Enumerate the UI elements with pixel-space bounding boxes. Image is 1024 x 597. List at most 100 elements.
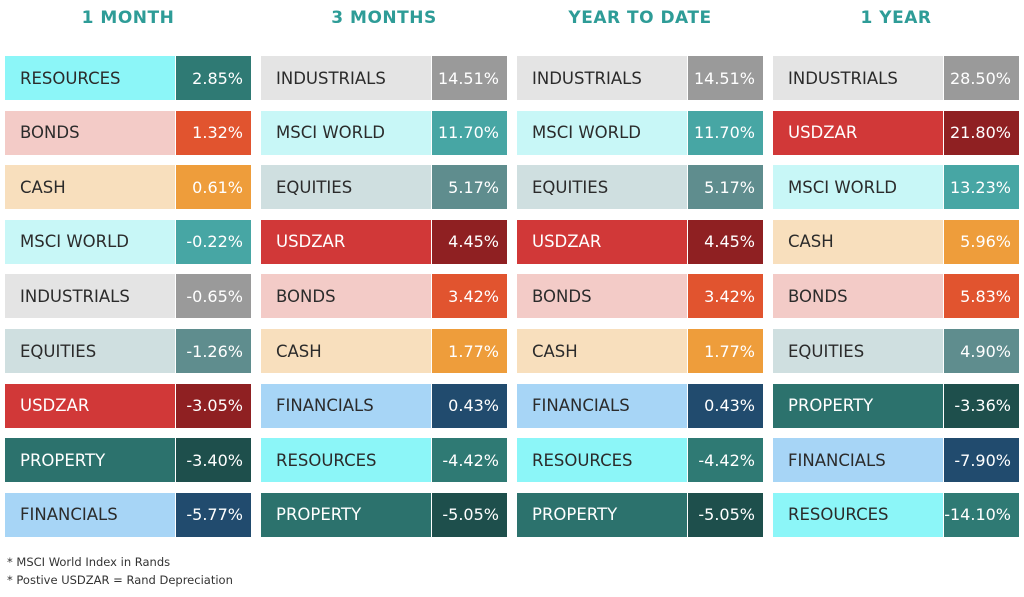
table-row: FINANCIALS 0.43% xyxy=(517,383,763,428)
return-value: -3.05% xyxy=(176,383,251,428)
asset-label: USDZAR xyxy=(5,383,175,428)
return-value: 14.51% xyxy=(688,56,763,100)
table-row: FINANCIALS -7.90% xyxy=(773,438,1019,483)
asset-label: MSCI WORLD xyxy=(517,110,687,155)
asset-label: BONDS xyxy=(5,110,175,155)
column-title: YEAR TO DATE xyxy=(568,8,712,28)
asset-label: BONDS xyxy=(261,274,431,319)
column-title: 1 YEAR xyxy=(860,8,932,28)
table-row: CASH 1.77% xyxy=(517,329,763,373)
return-value: 1.32% xyxy=(176,110,251,155)
table-row: RESOURCES -4.42% xyxy=(261,438,507,483)
table-row: RESOURCES -4.42% xyxy=(517,438,763,483)
asset-label: MSCI WORLD xyxy=(5,219,175,264)
asset-label: RESOURCES xyxy=(773,492,943,537)
asset-label: USDZAR xyxy=(517,219,687,264)
asset-label: INDUSTRIALS xyxy=(261,56,431,100)
table-row: PROPERTY -5.05% xyxy=(261,492,507,537)
asset-label: BONDS xyxy=(773,274,943,319)
table-row: INDUSTRIALS 14.51% xyxy=(261,56,507,100)
table-row: INDUSTRIALS -0.65% xyxy=(5,274,251,319)
asset-label: CASH xyxy=(5,165,175,210)
asset-label: USDZAR xyxy=(261,219,431,264)
table-row: USDZAR 4.45% xyxy=(517,219,763,264)
asset-label: CASH xyxy=(261,329,431,373)
asset-label: INDUSTRIALS xyxy=(517,56,687,100)
return-value: 5.17% xyxy=(688,165,763,210)
asset-label: RESOURCES xyxy=(517,438,687,483)
table-row: EQUITIES -1.26% xyxy=(5,329,251,373)
column-title: 1 MONTH xyxy=(81,8,175,28)
asset-label: RESOURCES xyxy=(261,438,431,483)
table-row: BONDS 3.42% xyxy=(261,274,507,319)
table-row: USDZAR 21.80% xyxy=(773,110,1019,155)
footnotes: * MSCI World Index in Rands * Postive US… xyxy=(7,553,233,589)
table-row: INDUSTRIALS 14.51% xyxy=(517,56,763,100)
table-row: RESOURCES -14.10% xyxy=(773,492,1019,537)
table-row: USDZAR -3.05% xyxy=(5,383,251,428)
asset-label: PROPERTY xyxy=(5,438,175,483)
table-row: INDUSTRIALS 28.50% xyxy=(773,56,1019,100)
return-value: 4.90% xyxy=(944,329,1019,373)
return-value: -1.26% xyxy=(176,329,251,373)
asset-label: EQUITIES xyxy=(517,165,687,210)
asset-label: CASH xyxy=(517,329,687,373)
table-row: BONDS 5.83% xyxy=(773,274,1019,319)
return-value: 14.51% xyxy=(432,56,507,100)
asset-label: CASH xyxy=(773,219,943,264)
return-value: -5.77% xyxy=(176,492,251,537)
table-row: MSCI WORLD 13.23% xyxy=(773,165,1019,210)
column-title: 3 MONTHS xyxy=(331,8,437,28)
asset-label: RESOURCES xyxy=(5,56,175,100)
table-row: RESOURCES 2.85% xyxy=(5,56,251,100)
return-value: 28.50% xyxy=(944,56,1019,100)
table-row: CASH 0.61% xyxy=(5,165,251,210)
table-row: USDZAR 4.45% xyxy=(261,219,507,264)
return-value: 5.83% xyxy=(944,274,1019,319)
return-value: -0.22% xyxy=(176,219,251,264)
table-row: EQUITIES 4.90% xyxy=(773,329,1019,373)
asset-label: FINANCIALS xyxy=(773,438,943,483)
asset-label: BONDS xyxy=(517,274,687,319)
return-value: 11.70% xyxy=(432,110,507,155)
asset-label: EQUITIES xyxy=(773,329,943,373)
table-row: CASH 5.96% xyxy=(773,219,1019,264)
table-row: MSCI WORLD -0.22% xyxy=(5,219,251,264)
return-value: 1.77% xyxy=(688,329,763,373)
return-value: -3.40% xyxy=(176,438,251,483)
return-value: 5.96% xyxy=(944,219,1019,264)
asset-label: MSCI WORLD xyxy=(773,165,943,210)
return-value: 2.85% xyxy=(176,56,251,100)
footnote-usdzar: * Postive USDZAR = Rand Depreciation xyxy=(7,573,233,587)
return-value: 0.61% xyxy=(176,165,251,210)
asset-label: FINANCIALS xyxy=(517,383,687,428)
table-row: MSCI WORLD 11.70% xyxy=(517,110,763,155)
asset-label: USDZAR xyxy=(773,110,943,155)
asset-label: PROPERTY xyxy=(773,383,943,428)
table-row: CASH 1.77% xyxy=(261,329,507,373)
table-row: FINANCIALS -5.77% xyxy=(5,492,251,537)
return-value: 21.80% xyxy=(944,110,1019,155)
return-value: 0.43% xyxy=(688,383,763,428)
asset-label: PROPERTY xyxy=(517,492,687,537)
table-row: BONDS 3.42% xyxy=(517,274,763,319)
table-row: PROPERTY -3.36% xyxy=(773,383,1019,428)
return-value: 13.23% xyxy=(944,165,1019,210)
return-value: 0.43% xyxy=(432,383,507,428)
asset-label: MSCI WORLD xyxy=(261,110,431,155)
return-value: 3.42% xyxy=(432,274,507,319)
asset-label: EQUITIES xyxy=(261,165,431,210)
asset-label: EQUITIES xyxy=(5,329,175,373)
return-value: -3.36% xyxy=(944,383,1019,428)
return-value: -4.42% xyxy=(432,438,507,483)
return-value: -5.05% xyxy=(688,492,763,537)
return-value: 5.17% xyxy=(432,165,507,210)
return-value: 4.45% xyxy=(688,219,763,264)
footnote-msci: * MSCI World Index in Rands xyxy=(7,555,171,569)
table-row: PROPERTY -3.40% xyxy=(5,438,251,483)
table-row: BONDS 1.32% xyxy=(5,110,251,155)
table-row: EQUITIES 5.17% xyxy=(261,165,507,210)
table-row: FINANCIALS 0.43% xyxy=(261,383,507,428)
return-value: 3.42% xyxy=(688,274,763,319)
